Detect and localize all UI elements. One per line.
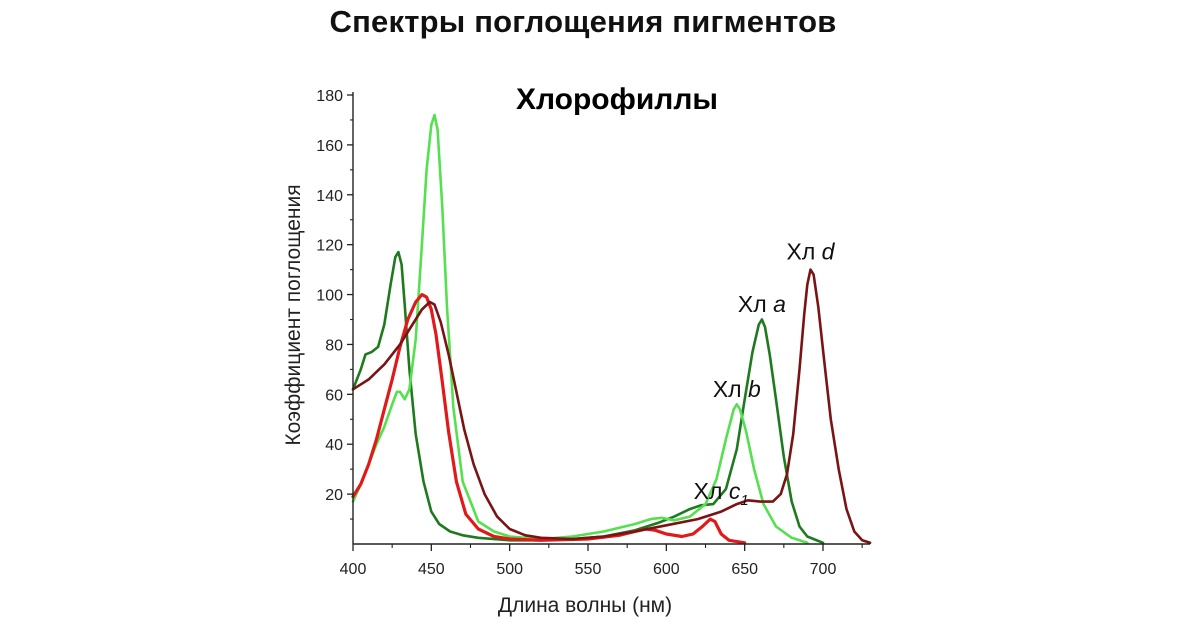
x-tick-label-650: 650 (731, 561, 758, 578)
annotation-letter: d (822, 239, 836, 265)
annotation-хл-b: Хл b (713, 376, 761, 402)
x-tick-label-700: 700 (810, 561, 837, 578)
x-tick-label-400: 400 (340, 561, 367, 578)
y-tick-label-160: 160 (316, 138, 343, 155)
x-tick-label-550: 550 (575, 561, 602, 578)
y-tick-label-80: 80 (325, 337, 343, 354)
y-tick-label-100: 100 (316, 288, 343, 305)
y-tick-label-60: 60 (325, 387, 343, 404)
y-tick-label-20: 20 (325, 487, 343, 504)
y-tick-label-40: 40 (325, 437, 343, 454)
annotation-subscript: 1 (740, 492, 748, 509)
annotation-хл-a: Хл a (738, 291, 786, 317)
x-axis-label: Длина волны (нм) (498, 594, 672, 617)
series-line-2 (351, 113, 809, 545)
annotation-хл-d: Хл d (786, 239, 835, 265)
annotation-хл-c1: Хл c1 (694, 478, 749, 509)
chart-title: Хлорофиллы (516, 83, 718, 116)
annotation-prefix: Хл (713, 376, 748, 402)
annotation-prefix: Хл (786, 239, 821, 265)
x-tick-label-600: 600 (653, 561, 680, 578)
series-line-4 (351, 268, 872, 545)
annotation-letter: c (729, 478, 741, 504)
y-tick-label-120: 120 (316, 238, 343, 255)
axes-layer: 400 450 500 550 600 650 700 20 40 60 80 100 120 140 16… (316, 88, 870, 578)
y-tick-label-180: 180 (316, 88, 343, 105)
page-title: Спектры поглощения пигментов (329, 4, 837, 39)
y-axis-label: Коэффициент поглощения (282, 184, 305, 445)
x-tick-label-500: 500 (496, 561, 523, 578)
annotation-prefix: Хл (738, 291, 773, 317)
annotation-prefix: Хл (694, 478, 729, 504)
annotation-letter: a (773, 291, 786, 317)
series-line-3 (351, 293, 747, 545)
y-tick-label-140: 140 (316, 188, 343, 205)
annotation-letter: b (748, 376, 761, 402)
x-tick-label-450: 450 (418, 561, 445, 578)
curves-layer (351, 113, 872, 545)
